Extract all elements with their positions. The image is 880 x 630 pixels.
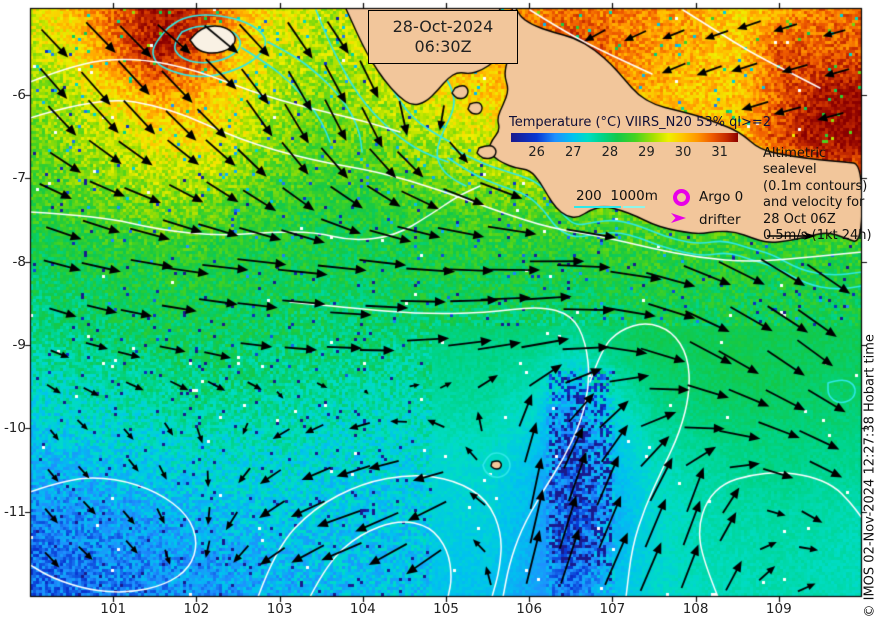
annotation-line: and velocity for xyxy=(763,195,865,211)
y-tick-label: -7 xyxy=(12,170,26,187)
annotation-line: Altimetric sealevel xyxy=(763,146,827,178)
annotation-line: 28 Oct 06Z xyxy=(763,211,836,227)
y-tick-label: -10 xyxy=(3,420,26,437)
altimetry-annotation: Altimetric sealevel (0.1m contours) and ve… xyxy=(763,146,873,244)
isobath-1000m-line-icon xyxy=(623,206,645,208)
x-tick-label: 108 xyxy=(682,601,709,617)
drifter-arrow-icon xyxy=(671,213,686,223)
y-tick-label: -8 xyxy=(12,253,26,270)
y-tick-label: -9 xyxy=(12,337,26,354)
colorbar-tick-label: 30 xyxy=(674,145,692,160)
date-box: 28-Oct-2024 06:30Z xyxy=(368,10,518,64)
annotation-line: 0.5m/s (1kt 24h) xyxy=(763,228,872,244)
colorbar-tick-label: 31 xyxy=(711,145,728,160)
argo-float-icon xyxy=(673,189,690,206)
colorbar-tick-label: 28 xyxy=(601,145,619,160)
x-tick-label: 102 xyxy=(183,601,210,617)
colorbar xyxy=(511,133,738,142)
velocity-scale-arrow-icon xyxy=(767,232,816,240)
date-label: 28-Oct-2024 xyxy=(392,17,494,36)
isobath-200m-line-icon xyxy=(574,206,621,208)
colorbar-tick-label: 29 xyxy=(638,145,655,160)
x-tick-label: 101 xyxy=(100,601,127,617)
colorbar-tick-label: 27 xyxy=(564,145,582,160)
isobath-legend-label: 200 1000m xyxy=(576,188,658,204)
x-tick-label: 109 xyxy=(765,601,792,617)
y-tick-label: -11 xyxy=(3,503,26,520)
time-label: 06:30Z xyxy=(414,37,472,56)
x-tick-label: 107 xyxy=(599,601,626,617)
drifter-legend-label: drifter xyxy=(699,212,741,228)
x-tick-label: 105 xyxy=(433,601,459,617)
x-tick-label: 103 xyxy=(266,601,293,617)
annotation-line: (0.1m contours) xyxy=(763,178,868,194)
argo-legend-label: Argo 0 xyxy=(699,189,744,205)
x-tick-label: 104 xyxy=(349,601,376,617)
colorbar-title: Temperature (°C) VIIRS_N20 53% ql>=2 xyxy=(509,115,772,130)
x-tick-label: 106 xyxy=(516,601,543,617)
imos-credit-text: © IMOS 02-Nov-2024 12:27:38 Hobart time xyxy=(862,334,878,618)
colorbar-tick-label: 26 xyxy=(528,145,545,160)
y-tick-label: -6 xyxy=(12,86,26,103)
